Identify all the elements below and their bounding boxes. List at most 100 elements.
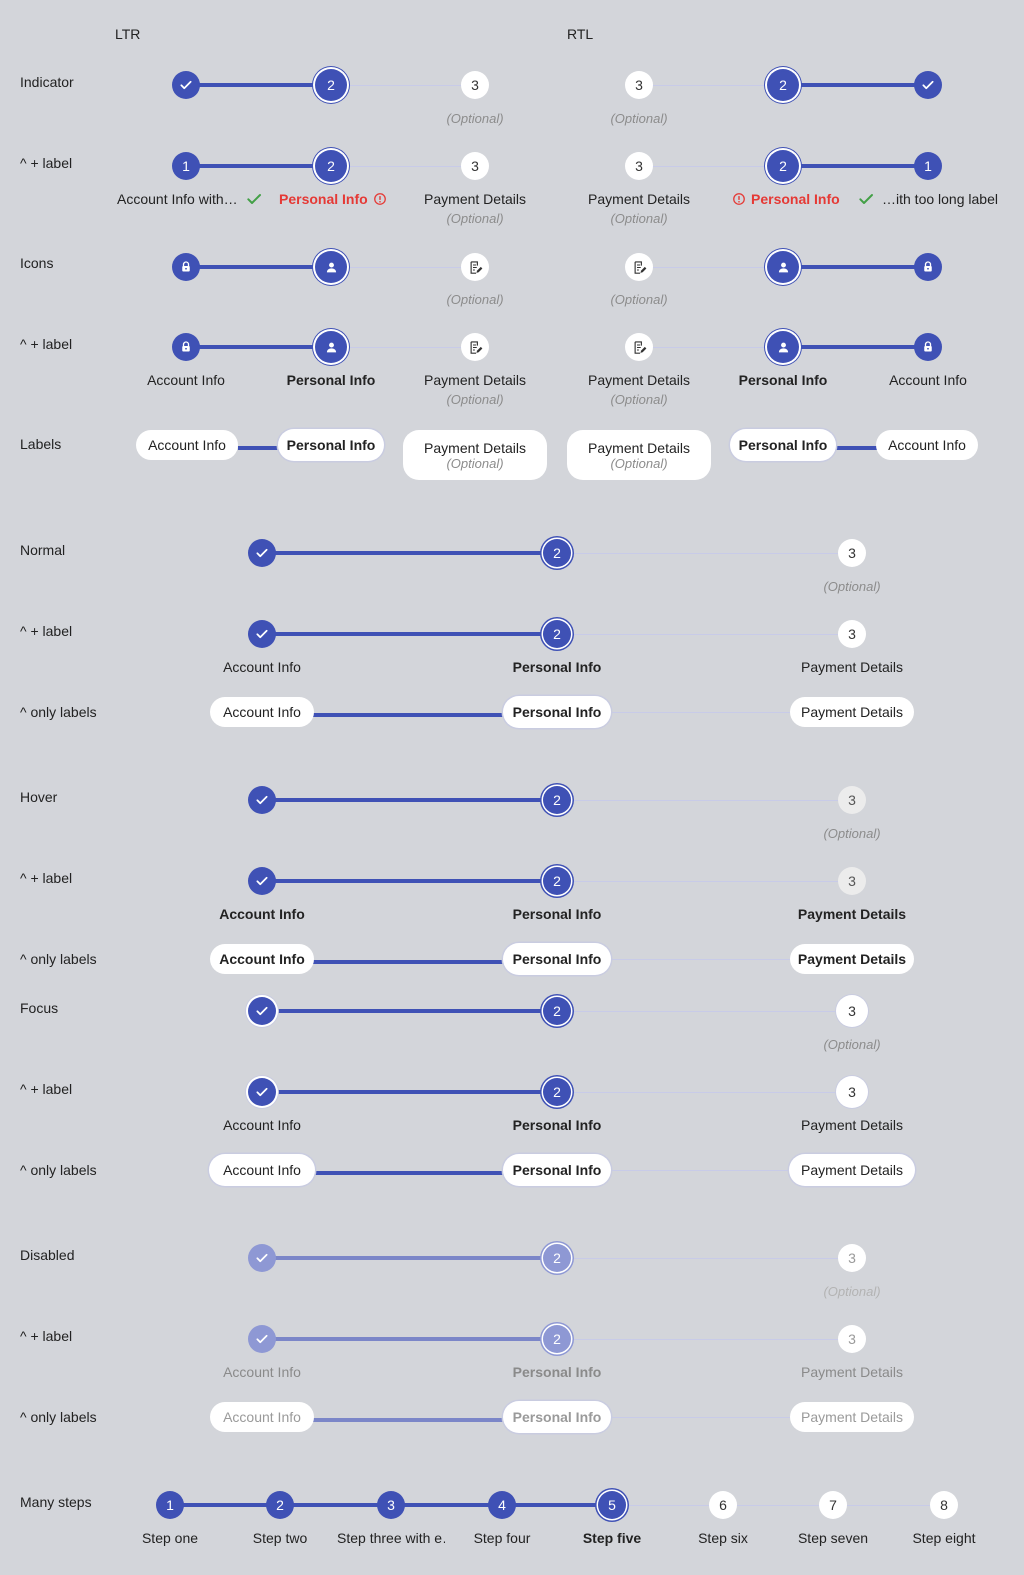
step-label: Account Info — [223, 1117, 301, 1133]
step-label-chip[interactable]: Payment Details — [790, 1155, 914, 1185]
person-step-indicator[interactable] — [769, 333, 797, 361]
step-indicator-8[interactable]: 8 — [930, 1491, 958, 1519]
optional-label: (Optional) — [823, 1037, 881, 1052]
step-indicator[interactable]: 2 — [543, 997, 571, 1025]
optional-label: (Optional) — [446, 455, 504, 471]
edit-document-icon — [632, 260, 647, 275]
lock-icon — [922, 261, 934, 273]
connector-line — [609, 1416, 790, 1418]
row-label-icons: Icons — [20, 255, 54, 271]
step-label: Personal Info — [512, 906, 602, 922]
step-label-personal-error: Personal Info — [279, 191, 387, 207]
step-number: 2 — [553, 626, 561, 642]
check-step-indicator[interactable] — [248, 1078, 276, 1106]
optional-label: (Optional) — [446, 111, 504, 126]
check-step-indicator[interactable] — [248, 786, 276, 814]
step-indicator: 2 — [543, 1244, 571, 1272]
connector-line-active — [262, 798, 557, 802]
connector-line — [557, 1338, 852, 1340]
step-indicator-7[interactable]: 7 — [819, 1491, 847, 1519]
optional-label: (Optional) — [823, 826, 881, 841]
step-label-chip[interactable]: Payment Details (Optional) — [403, 430, 547, 480]
step-indicator[interactable]: 3 — [461, 71, 489, 99]
step-indicator[interactable]: 2 — [543, 867, 571, 895]
step-label: Payment Details — [424, 372, 526, 388]
step-label-6: Step six — [698, 1530, 748, 1546]
step-indicator[interactable]: 2 — [769, 152, 797, 180]
lock-step-indicator[interactable] — [914, 333, 942, 361]
step-number: 2 — [553, 1003, 561, 1019]
step-label-text: Personal Info — [279, 191, 368, 207]
step-number: 6 — [719, 1497, 727, 1513]
step-indicator[interactable]: 3 — [625, 71, 653, 99]
check-step-indicator[interactable] — [248, 997, 276, 1025]
step-label-chip[interactable]: Personal Info — [731, 430, 835, 460]
step-label: Payment Details — [797, 951, 907, 967]
step-label-chip[interactable]: Personal Info — [504, 944, 610, 974]
step-indicator[interactable]: 3 — [838, 867, 866, 895]
check-step-indicator[interactable] — [248, 867, 276, 895]
step-indicator[interactable]: 1 — [914, 152, 942, 180]
step-label-chip[interactable]: Account Info — [210, 944, 314, 974]
step-indicator[interactable]: 3 — [838, 1078, 866, 1106]
lock-step-indicator[interactable] — [914, 253, 942, 281]
step-label: Payment Details — [801, 1162, 903, 1178]
lock-step-indicator[interactable] — [172, 253, 200, 281]
optional-label: (Optional) — [446, 211, 504, 226]
step-label: Personal Info — [512, 1117, 602, 1133]
step-indicator[interactable]: 2 — [543, 620, 571, 648]
step-label-chip[interactable]: Personal Info — [279, 430, 383, 460]
step-indicator-1[interactable]: 1 — [156, 1491, 184, 1519]
step-indicator-6[interactable]: 6 — [709, 1491, 737, 1519]
row-label-hover-plus-label: ^ + label — [20, 870, 73, 886]
connector-line — [331, 346, 475, 348]
step-label: Account Info — [147, 372, 225, 388]
person-step-indicator[interactable] — [317, 333, 345, 361]
step-label-chip[interactable]: Personal Info — [504, 697, 610, 727]
step-indicator[interactable]: 1 — [172, 152, 200, 180]
step-label-chip[interactable]: Account Info — [210, 697, 314, 727]
step-indicator[interactable]: 2 — [317, 71, 345, 99]
connector-line-active — [262, 551, 557, 555]
check-step-indicator[interactable] — [248, 620, 276, 648]
step-indicator-2[interactable]: 2 — [266, 1491, 294, 1519]
check-step-indicator — [248, 1244, 276, 1272]
step-indicator[interactable]: 3 — [625, 152, 653, 180]
edit-step-indicator[interactable] — [461, 333, 489, 361]
step-indicator[interactable]: 2 — [543, 1078, 571, 1106]
step-label-chip[interactable]: Payment Details (Optional) — [567, 430, 711, 480]
step-label-chip[interactable]: Account Info — [210, 1155, 314, 1185]
edit-step-indicator[interactable] — [461, 253, 489, 281]
step-label-chip[interactable]: Payment Details — [790, 697, 914, 727]
step-indicator[interactable]: 2 — [543, 539, 571, 567]
edit-step-indicator[interactable] — [625, 333, 653, 361]
step-indicator[interactable]: 3 — [838, 620, 866, 648]
lock-step-indicator[interactable] — [172, 333, 200, 361]
step-indicator[interactable]: 3 — [838, 539, 866, 567]
connector-line — [557, 1091, 852, 1093]
step-indicator[interactable]: 3 — [838, 786, 866, 814]
step-number: 3 — [848, 1250, 856, 1266]
person-step-indicator[interactable] — [769, 253, 797, 281]
step-indicator-3[interactable]: 3 — [377, 1491, 405, 1519]
step-indicator-5[interactable]: 5 — [598, 1491, 626, 1519]
check-icon — [921, 78, 935, 92]
check-step-indicator[interactable] — [914, 71, 942, 99]
step-label: Payment Details — [588, 191, 690, 207]
person-step-indicator[interactable] — [317, 253, 345, 281]
step-label-chip[interactable]: Account Info — [136, 430, 238, 460]
step-label: Payment Details — [424, 191, 526, 207]
edit-step-indicator[interactable] — [625, 253, 653, 281]
step-label-chip[interactable]: Account Info — [876, 430, 978, 460]
step-indicator[interactable]: 2 — [769, 71, 797, 99]
check-step-indicator[interactable] — [248, 539, 276, 567]
step-indicator[interactable]: 3 — [838, 997, 866, 1025]
step-number: 8 — [940, 1497, 948, 1513]
check-step-indicator[interactable] — [172, 71, 200, 99]
step-indicator[interactable]: 3 — [461, 152, 489, 180]
step-label-chip[interactable]: Personal Info — [504, 1155, 610, 1185]
step-label-chip[interactable]: Payment Details — [790, 944, 914, 974]
step-indicator-4[interactable]: 4 — [488, 1491, 516, 1519]
step-indicator[interactable]: 2 — [543, 786, 571, 814]
step-indicator[interactable]: 2 — [317, 152, 345, 180]
